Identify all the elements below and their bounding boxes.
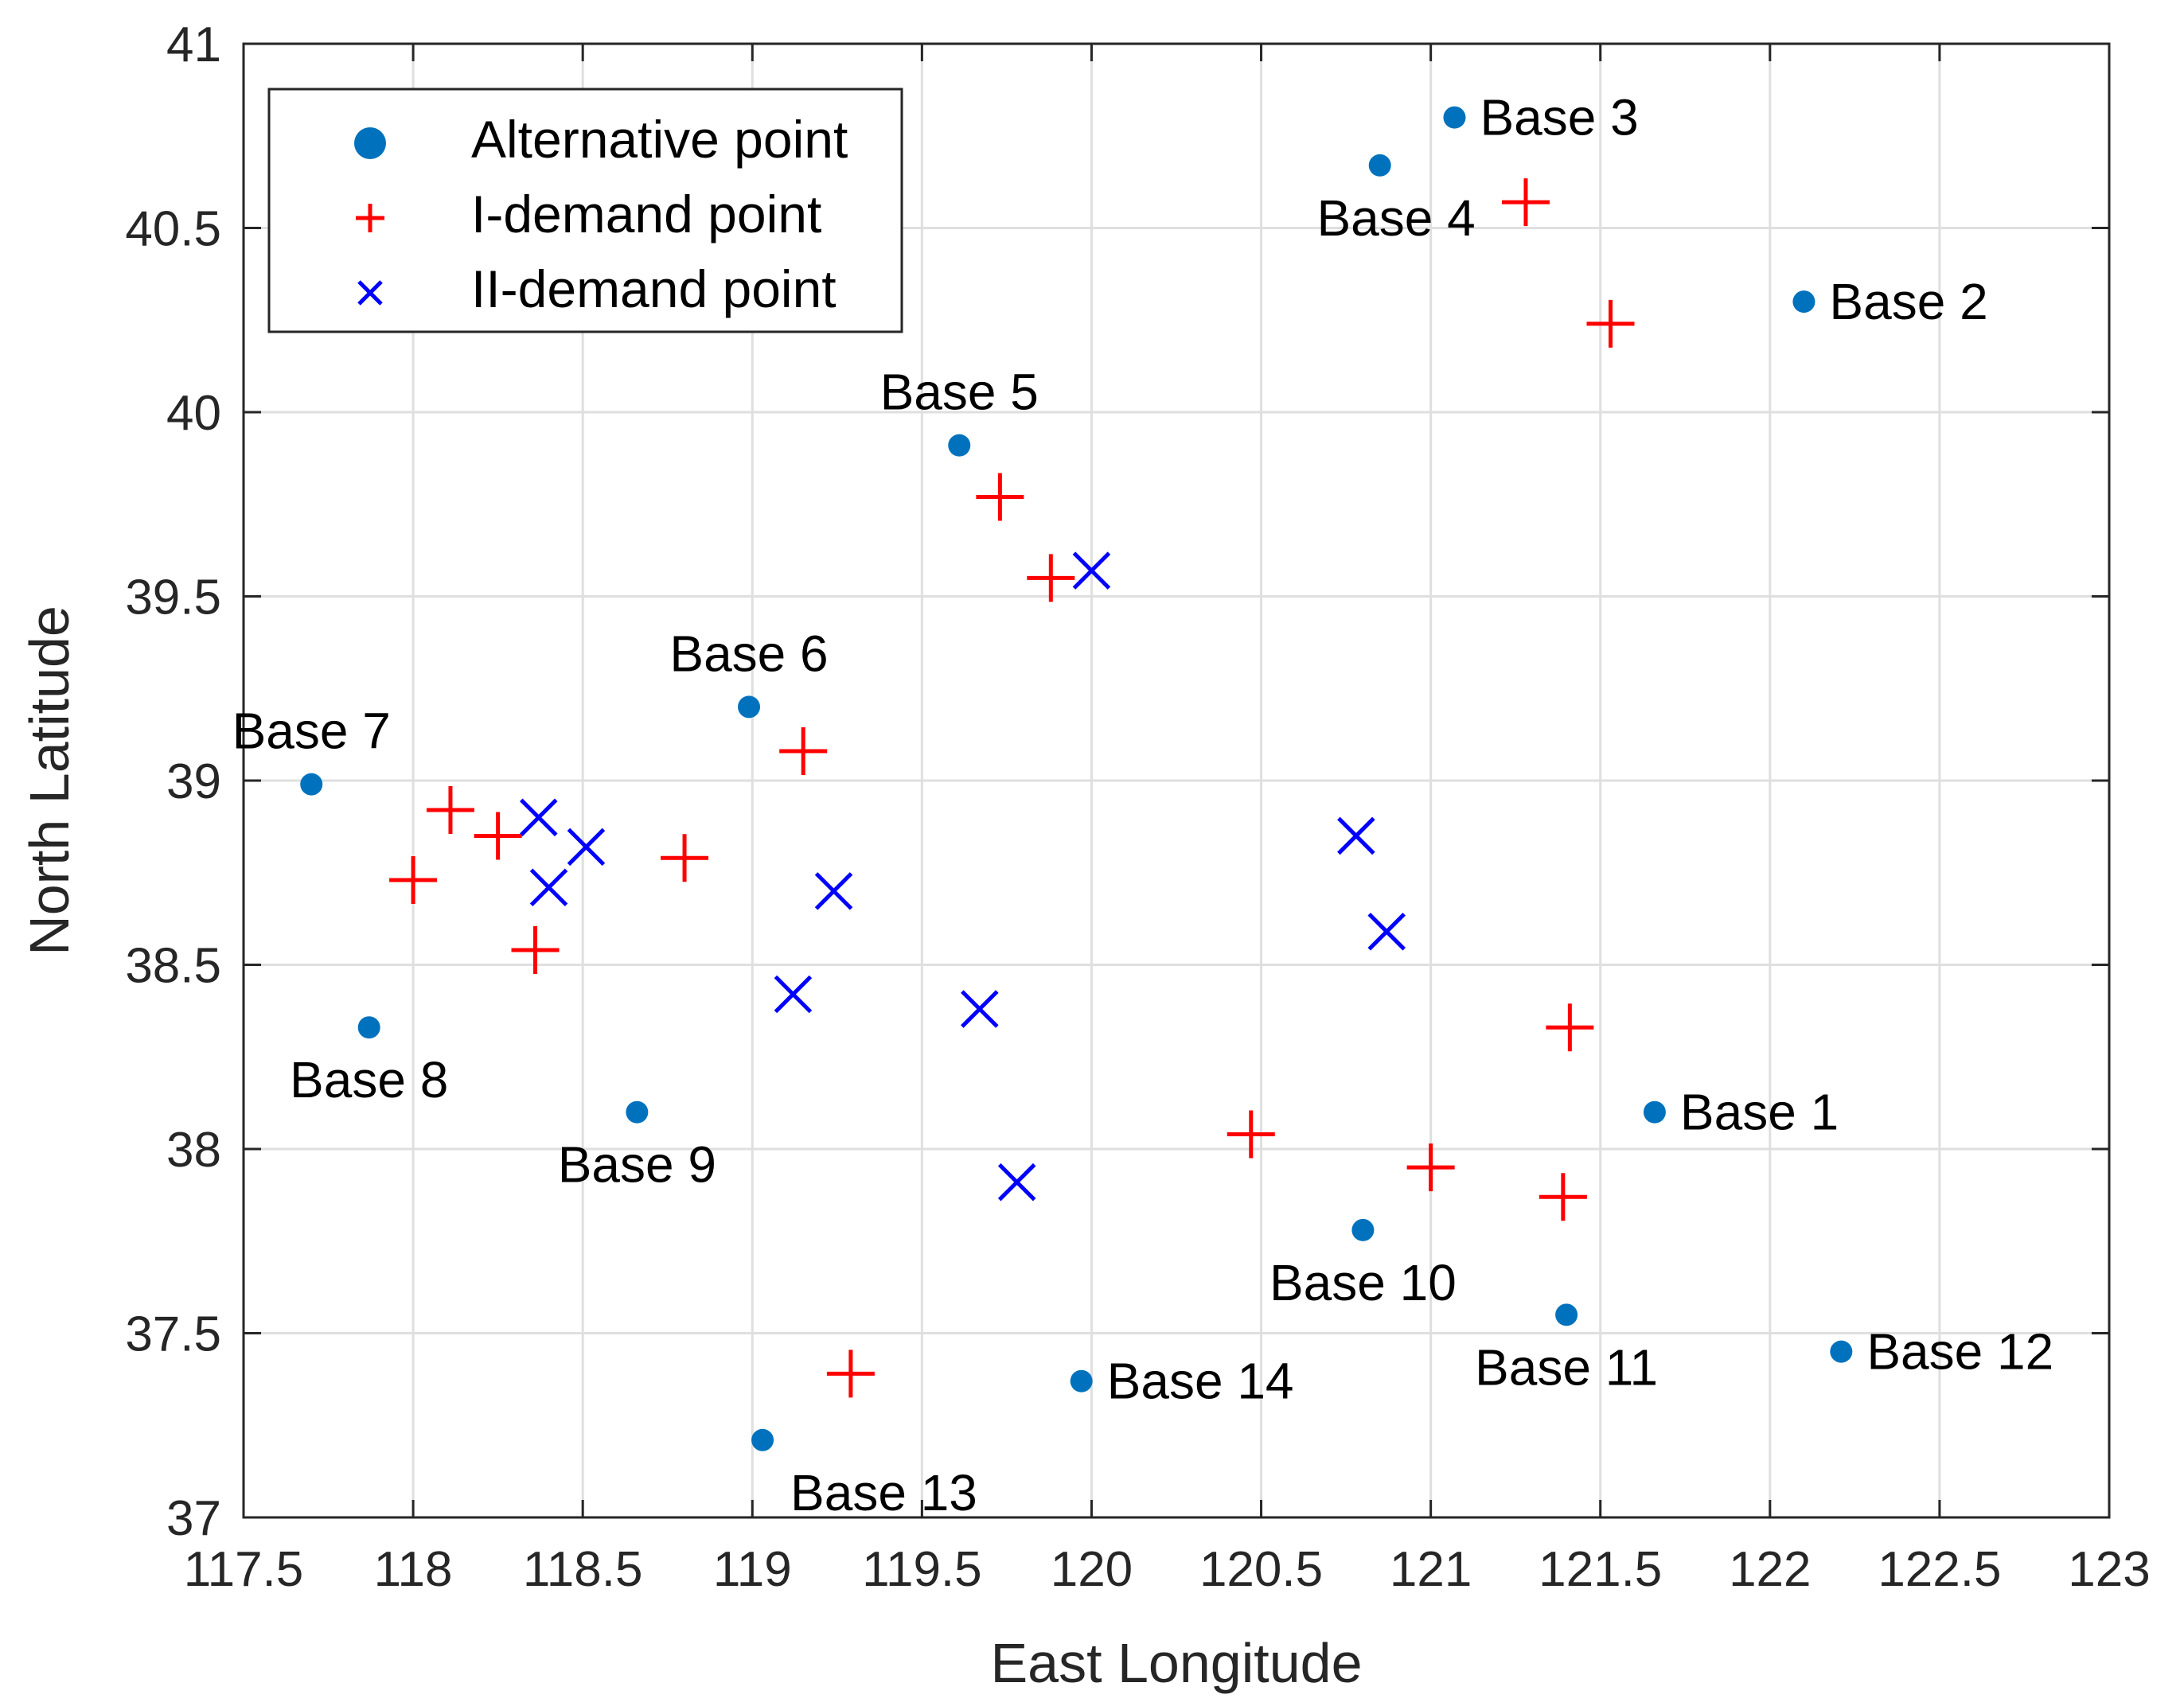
i-demand-point [1539, 1173, 1587, 1221]
i-demand-point [826, 1350, 875, 1398]
y-axis-label: North Latitude [18, 606, 80, 956]
base-label: Base 12 [1866, 1323, 2053, 1381]
alternative-point [738, 695, 761, 719]
i-demand-point [1501, 178, 1550, 227]
legend: Alternative point I-demand point II-dema… [267, 88, 903, 333]
legend-label-i-demand: I-demand point [471, 185, 821, 243]
x-tick-label: 121.5 [1539, 1542, 1662, 1597]
ii-demand-point [997, 1163, 1036, 1202]
legend-dot-icon [354, 127, 386, 159]
alternative-point [1070, 1369, 1093, 1392]
i-demand-point [474, 812, 522, 860]
alternative-point [1351, 1218, 1375, 1241]
base-label: Base 5 [880, 364, 1039, 421]
base-label: Base 9 [558, 1136, 716, 1194]
i-demand-point [1406, 1143, 1455, 1192]
ii-demand-point [520, 798, 558, 837]
alternative-point [626, 1100, 649, 1124]
legend-label-alternative: Alternative point [471, 110, 848, 169]
x-tick-label: 117.5 [184, 1542, 304, 1597]
i-demand-point [661, 834, 709, 882]
x-tick-label: 121 [1390, 1542, 1472, 1597]
y-tick-label: 37 [166, 1491, 221, 1546]
base-label: Base 2 [1829, 273, 1987, 330]
cross-stroke-b [1337, 816, 1375, 855]
legend-label-ii-demand: II-demand point [471, 259, 837, 318]
base-label: Base 4 [1316, 189, 1475, 247]
ii-demand-point [1072, 551, 1111, 590]
base-label: Base 6 [669, 625, 828, 682]
ii-demand-point [1337, 816, 1375, 855]
base-label: Base 8 [290, 1051, 448, 1108]
y-tick-label: 38 [166, 1123, 221, 1178]
alternative-point [357, 1016, 380, 1039]
x-axis-label: East Longitude [990, 1632, 1362, 1694]
alternative-point [1443, 106, 1466, 129]
y-tick-label: 40 [166, 386, 221, 441]
cross-stroke-b [961, 990, 999, 1028]
y-tick-label: 40.5 [125, 202, 221, 257]
cross-stroke-b [774, 975, 813, 1014]
alternative-point [948, 434, 971, 457]
base-label: Base 7 [232, 703, 391, 760]
base-label: Base 11 [1475, 1338, 1658, 1396]
x-tick-label: 120.5 [1199, 1542, 1323, 1597]
ii-demand-point [774, 975, 813, 1014]
legend-markers [354, 127, 386, 306]
ii-demand-point [567, 828, 606, 867]
alternative-point [1555, 1303, 1578, 1326]
base-label: Base 13 [790, 1464, 977, 1521]
i-demand-point [1027, 554, 1075, 602]
ii-demand-point [1367, 913, 1406, 951]
y-tick-label: 37.5 [125, 1307, 221, 1362]
x-tick-label: 120 [1051, 1542, 1133, 1597]
x-tick-label: 122.5 [1878, 1542, 2001, 1597]
cross-stroke-b [529, 868, 568, 907]
i-demand-point [1546, 1003, 1594, 1052]
legend-cross-icon [357, 280, 383, 306]
y-tick-label: 39.5 [125, 571, 221, 625]
x-tick-label: 123 [2068, 1542, 2150, 1597]
i-demand-point [426, 786, 474, 835]
base-label: Base 1 [1680, 1084, 1839, 1141]
ii-demand-point [961, 990, 999, 1028]
alternative-point [1792, 290, 1815, 314]
i-demand-point [1586, 299, 1635, 348]
i-demand-point [1227, 1110, 1275, 1159]
base-label: Base 10 [1269, 1254, 1457, 1311]
x-tick-label: 118 [374, 1542, 453, 1597]
axis-ticks: 117.5 118 118.5 119 119.5 120 120.5 121 121.5 122… [125, 18, 2150, 1597]
cross-stroke-b [814, 872, 853, 910]
i-demand-point [389, 856, 438, 905]
y-tick-label: 38.5 [125, 939, 221, 994]
x-tick-label: 119.5 [862, 1542, 982, 1597]
i-demand-point [976, 473, 1024, 521]
y-tick-label: 39 [166, 754, 221, 809]
i-demand-point [511, 925, 560, 974]
ii-demand-point [529, 868, 568, 907]
legend-plus-icon [356, 204, 384, 232]
base-label: Base 3 [1480, 89, 1638, 146]
alternative-point [751, 1428, 774, 1451]
cross-stroke-b [520, 798, 558, 837]
x-tick-label: 118.5 [523, 1542, 643, 1597]
alternative-point [300, 773, 323, 796]
cross-stroke-b [567, 828, 606, 867]
cross-stroke-b [1072, 551, 1111, 590]
cross-stroke-b [357, 280, 383, 306]
data-markers [300, 106, 1853, 1451]
alternative-point [1368, 154, 1391, 177]
cross-stroke-b [1367, 913, 1406, 951]
i-demand-point [779, 726, 828, 775]
x-tick-label: 122 [1729, 1542, 1811, 1597]
alternative-point [1830, 1340, 1853, 1363]
cross-stroke-b [997, 1163, 1036, 1202]
y-tick-label: 41 [166, 18, 221, 72]
alternative-point [1643, 1100, 1666, 1124]
x-tick-label: 119 [713, 1542, 792, 1597]
ii-demand-point [814, 872, 853, 910]
base-label: Base 14 [1107, 1353, 1294, 1410]
